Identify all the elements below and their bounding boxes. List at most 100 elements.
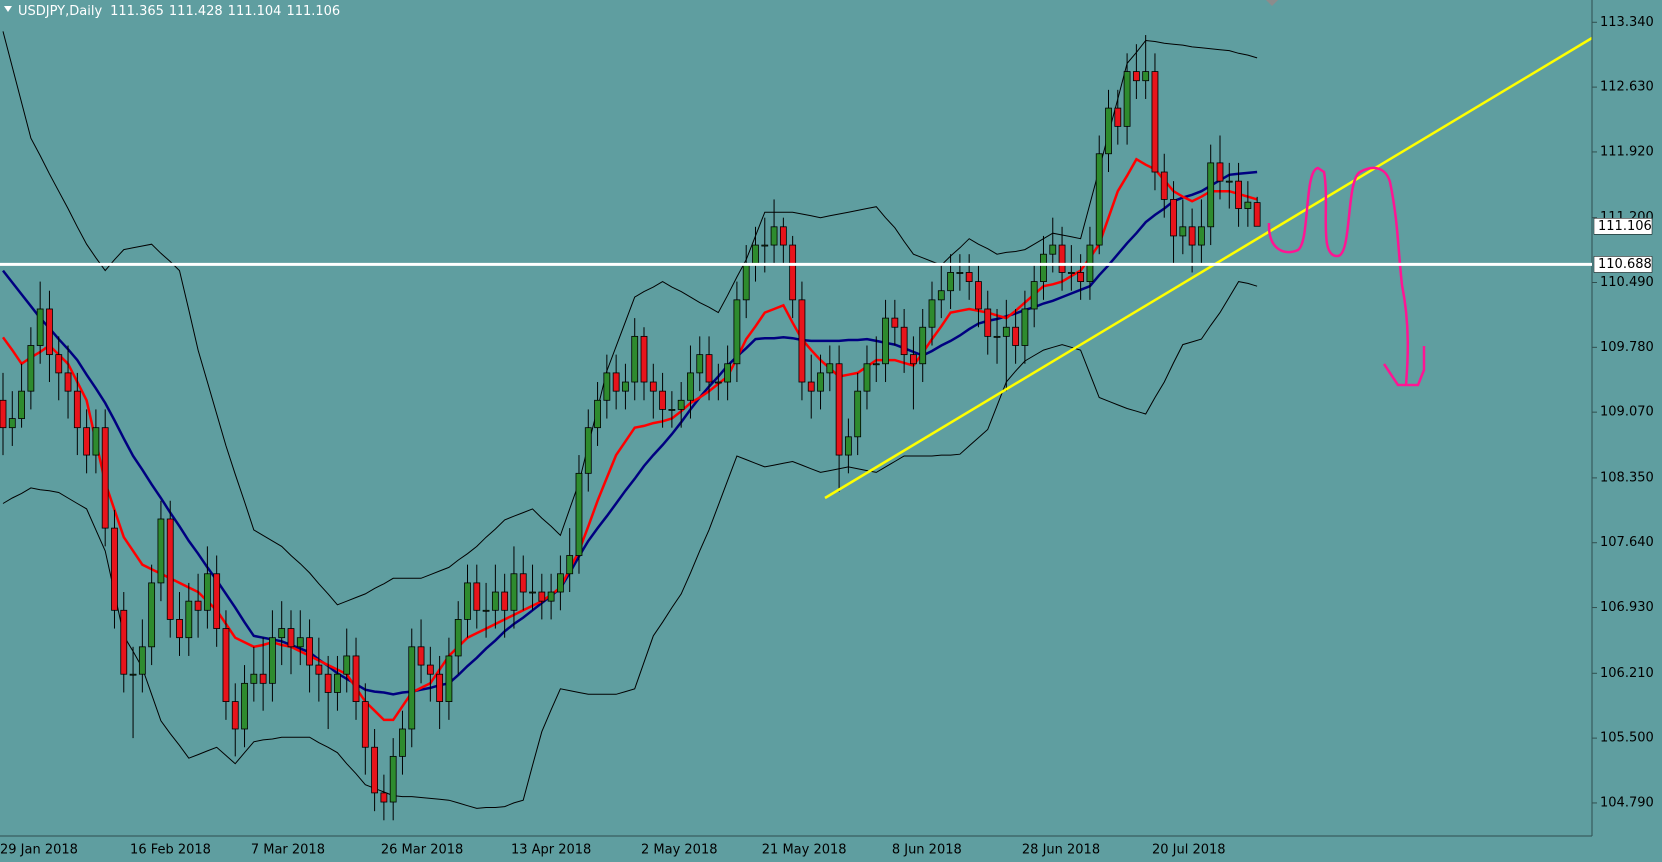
- level-label-box: [1593, 256, 1653, 273]
- candle-body: [101, 427, 109, 529]
- candle-body: [138, 646, 146, 675]
- candle-body: [612, 372, 620, 392]
- candle-body: [371, 746, 379, 794]
- candle-body: [454, 619, 462, 657]
- y-tick-label: 106.210: [1600, 666, 1654, 681]
- candle-body: [705, 354, 713, 383]
- candle-body: [910, 354, 917, 365]
- candle-body: [1114, 107, 1122, 127]
- candle-body: [993, 335, 1001, 338]
- candle-body: [389, 755, 397, 803]
- candle-body: [566, 555, 574, 575]
- candle-body: [380, 792, 388, 803]
- candle-body: [622, 381, 629, 392]
- x-tick-label: 26 Mar 2018: [381, 843, 463, 858]
- candle-body: [55, 354, 63, 374]
- indicator-line: [2, 170, 1258, 696]
- candle-body: [779, 226, 787, 246]
- candle-body: [27, 345, 35, 392]
- candle-body: [64, 372, 72, 392]
- candle-body: [1235, 180, 1242, 209]
- candle-body: [1244, 201, 1252, 209]
- candle-body: [269, 637, 276, 684]
- candle-body: [1179, 226, 1187, 237]
- y-tick-label: 113.340: [1600, 15, 1654, 30]
- candle-body: [241, 682, 248, 730]
- y-tick-label: 110.490: [1600, 275, 1654, 290]
- candle-body: [1198, 226, 1205, 246]
- candle-body: [296, 637, 304, 648]
- candle-body: [529, 591, 536, 594]
- x-tick-label: 16 Feb 2018: [130, 843, 211, 858]
- candle-body: [1151, 71, 1159, 173]
- candle-body: [1012, 326, 1020, 346]
- candle-body: [687, 372, 694, 401]
- candle-body: [872, 363, 880, 366]
- candle-body: [1030, 281, 1038, 310]
- candle-body: [83, 427, 91, 456]
- candle-body: [724, 363, 732, 383]
- candle-body: [863, 363, 871, 392]
- indicator-line: [2, 281, 1258, 809]
- x-tick-label: 21 May 2018: [762, 843, 847, 858]
- candle-body: [1021, 308, 1029, 346]
- candle-body: [807, 381, 815, 392]
- close: 111.106: [286, 4, 340, 19]
- candle-body: [919, 326, 927, 365]
- candle-body: [259, 673, 267, 684]
- candle-body: [1132, 71, 1140, 82]
- candle-body: [491, 591, 499, 611]
- candle-body: [352, 655, 360, 702]
- candle-body: [594, 399, 601, 429]
- candle-body: [826, 363, 834, 374]
- candle-body: [1253, 202, 1261, 227]
- x-tick-label: 7 Mar 2018: [251, 843, 325, 858]
- candle-body: [538, 591, 546, 602]
- price-label-box: [1593, 218, 1653, 235]
- x-tick-label: 13 Apr 2018: [511, 843, 591, 858]
- candle-body: [278, 628, 286, 639]
- candle-body: [1123, 71, 1131, 127]
- y-tick-label: 107.640: [1600, 535, 1654, 550]
- y-tick-label: 108.350: [1600, 470, 1654, 485]
- x-tick-label: 8 Jun 2018: [892, 843, 962, 858]
- candle-body: [900, 326, 908, 356]
- candle-body: [1058, 244, 1066, 273]
- y-tick-label: 106.930: [1600, 600, 1654, 615]
- candle-body: [315, 664, 323, 675]
- x-tick-label: 29 Jan 2018: [0, 843, 78, 858]
- candle-body: [426, 664, 434, 675]
- candle-body: [1077, 272, 1085, 282]
- candle-body: [1188, 226, 1196, 246]
- candle-body: [36, 308, 44, 346]
- candle-body: [761, 244, 769, 247]
- candle-body: [770, 226, 778, 246]
- candle-body: [984, 308, 992, 337]
- candle-body: [965, 272, 973, 282]
- candle-body: [222, 628, 230, 702]
- candle-body: [575, 472, 583, 556]
- candle-body: [789, 244, 797, 301]
- candle-body: [1142, 71, 1150, 82]
- candle-body: [733, 299, 741, 365]
- chart-title: USDJPY,Daily 111.365 111.428 111.104 111.106: [18, 4, 340, 19]
- title-arrow: [4, 6, 12, 12]
- candle-body: [203, 573, 211, 611]
- open: 111.365: [110, 4, 164, 19]
- candle-body: [73, 390, 81, 429]
- candle-body: [891, 317, 899, 328]
- candle-body: [1105, 107, 1112, 155]
- candle-body: [1067, 272, 1075, 274]
- pink-sketch: [1267, 166, 1426, 387]
- y-tick-label: 109.070: [1600, 405, 1654, 420]
- y-tick-label: 112.630: [1600, 80, 1654, 95]
- level-label: 110.688: [1598, 257, 1652, 272]
- indicator-line: [2, 31, 1258, 606]
- candle-body: [408, 646, 416, 730]
- candle-body: [696, 354, 704, 374]
- candle-body: [111, 527, 118, 611]
- candle-body: [185, 600, 193, 639]
- candle-body: [334, 673, 341, 693]
